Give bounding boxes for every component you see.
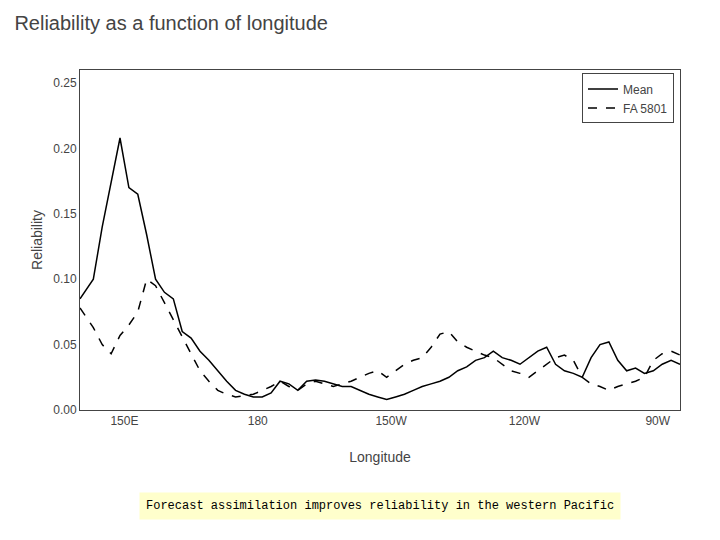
svg-text:Mean: Mean	[623, 83, 653, 97]
svg-text:180: 180	[248, 414, 268, 428]
svg-text:0.10: 0.10	[53, 272, 77, 286]
svg-text:Reliability: Reliability	[29, 210, 45, 270]
svg-text:90W: 90W	[645, 414, 670, 428]
svg-text:0.15: 0.15	[53, 207, 77, 221]
svg-text:0.05: 0.05	[53, 338, 77, 352]
svg-text:150W: 150W	[375, 414, 407, 428]
svg-text:0.25: 0.25	[53, 76, 77, 90]
svg-text:Longitude: Longitude	[349, 449, 411, 465]
svg-text:0.00: 0.00	[53, 403, 77, 417]
svg-text:Forecast assimilation improves: Forecast assimilation improves reliabili…	[146, 499, 614, 513]
svg-text:120W: 120W	[509, 414, 541, 428]
svg-text:0.20: 0.20	[53, 142, 77, 156]
svg-text:150E: 150E	[110, 414, 138, 428]
svg-text:FA 5801: FA 5801	[623, 102, 667, 116]
svg-text:Reliability as a function of l: Reliability as a function of longitude	[14, 12, 328, 34]
